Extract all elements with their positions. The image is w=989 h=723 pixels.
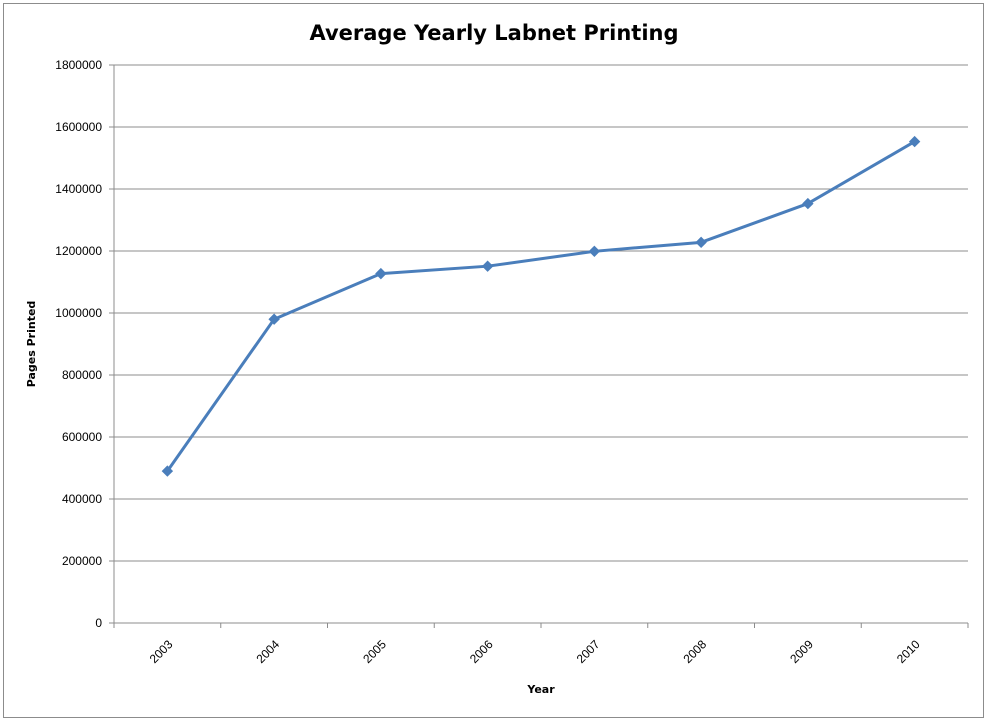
data-point-marker — [376, 269, 386, 279]
x-tick-label: 2005 — [360, 637, 389, 666]
x-tick-label: 2003 — [147, 637, 176, 666]
data-point-marker — [696, 237, 706, 247]
y-tick-label: 400000 — [62, 492, 102, 506]
y-tick-label: 1600000 — [55, 120, 102, 134]
y-tick-label: 200000 — [62, 554, 102, 568]
data-point-marker — [483, 261, 493, 271]
y-tick-label: 800000 — [62, 368, 102, 382]
x-tick-label: 2007 — [574, 637, 603, 666]
x-tick-label: 2010 — [894, 637, 923, 666]
x-tick-label: 2009 — [787, 637, 816, 666]
y-tick-label: 1400000 — [55, 182, 102, 196]
y-tick-label: 1800000 — [55, 58, 102, 72]
y-tick-label: 600000 — [62, 430, 102, 444]
axes — [114, 65, 968, 623]
gridlines — [114, 65, 968, 561]
series-line — [167, 142, 914, 472]
data-point-marker — [589, 246, 599, 256]
y-tick-label: 1200000 — [55, 244, 102, 258]
x-axis-label: Year — [526, 683, 555, 696]
y-axis-label: Pages Printed — [25, 301, 38, 388]
y-tick-label: 0 — [95, 616, 102, 630]
x-axis-ticks: 2003 2004 2005 2006 2007 2008 2009 2010 — [114, 623, 968, 666]
y-axis-ticks: 0 200000 400000 600000 800000 1000000 1200000 1… — [55, 58, 114, 630]
x-tick-label: 2008 — [680, 637, 709, 666]
y-tick-label: 1000000 — [55, 306, 102, 320]
x-tick-label: 2004 — [253, 637, 282, 666]
x-tick-label: 2006 — [467, 637, 496, 666]
series-group — [162, 137, 919, 477]
chart-title: Average Yearly Labnet Printing — [309, 21, 678, 45]
